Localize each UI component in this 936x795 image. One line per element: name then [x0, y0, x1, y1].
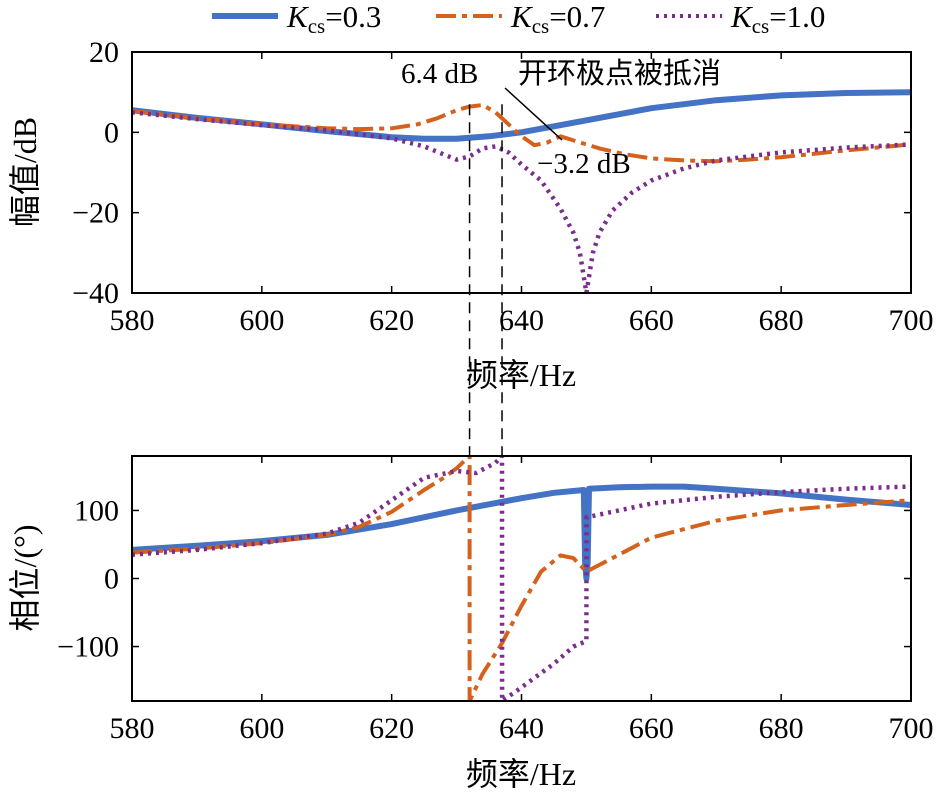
series-line-Kcs-0.7: [132, 456, 911, 701]
annotation-leader: [504, 87, 563, 141]
y-tick-label: 100: [74, 494, 119, 527]
magnitude-xlabel: 频率/Hz: [466, 357, 576, 393]
x-tick-label: 700: [889, 712, 934, 745]
x-tick-label: 640: [499, 712, 544, 745]
y-tick-label: −20: [72, 197, 119, 230]
series-line-Kcs-0.3: [132, 89, 911, 142]
magnitude-ylabel: 幅值/dB: [7, 117, 43, 227]
series-line-Kcs-1.0: [132, 110, 911, 293]
series-line-Kcs-0.3: [132, 483, 911, 582]
annotation-dip: −3.2 dB: [537, 148, 631, 180]
phase-ylabel: 相位/(°): [7, 524, 43, 631]
magnitude-plot-frame: [131, 51, 912, 294]
x-tick-label: 620: [369, 304, 414, 337]
legend-label-kcs-0.3: Kcs=0.3: [286, 0, 381, 38]
legend-label-kcs-0.7: Kcs=0.7: [510, 0, 605, 38]
annotation-peak: 6.4 dB: [401, 58, 478, 90]
x-tick-label: 680: [759, 712, 804, 745]
y-tick-label: 0: [104, 116, 119, 149]
phase-xlabel: 频率/Hz: [466, 756, 576, 792]
x-tick-label: 660: [629, 304, 674, 337]
y-tick-label: 20: [89, 36, 119, 69]
y-tick-label: −100: [57, 631, 119, 664]
x-tick-label: 580: [110, 712, 155, 745]
x-tick-label: 660: [629, 712, 674, 745]
x-tick-label: 620: [369, 712, 414, 745]
x-tick-label: 580: [110, 304, 155, 337]
x-tick-label: 680: [759, 304, 804, 337]
annotations: 6.4 dB 开环极点被抵消 −3.2 dB: [401, 57, 721, 180]
x-tick-label: 640: [499, 304, 544, 337]
series-line-Kcs-1.0: [132, 456, 911, 701]
y-tick-label: 0: [104, 563, 119, 596]
magnitude-panel: 580 600 620 640 660 680 700 20 0 −20 −40 频率/Hz 幅值/…: [7, 36, 934, 393]
phase-panel: 580 600 620 640 660 680 700 100 0 −100 频率/Hz 相位/(…: [7, 455, 934, 792]
x-tick-label: 700: [889, 304, 934, 337]
frequency-guides: [468, 104, 503, 456]
x-tick-label: 600: [239, 304, 284, 337]
legend-label-kcs-1.0: Kcs=1.0: [730, 0, 825, 38]
phase-plot-frame: [131, 455, 912, 702]
annotation-pole-cancel: 开环极点被抵消: [518, 57, 721, 90]
x-tick-label: 600: [239, 712, 284, 745]
legend: Kcs=0.3 Kcs=0.7 Kcs=1.0: [212, 0, 825, 38]
y-tick-label: −40: [72, 277, 119, 310]
